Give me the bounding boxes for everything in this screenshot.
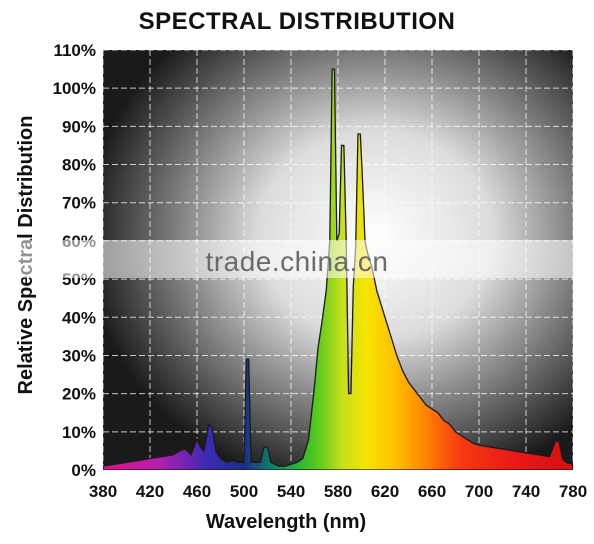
y-tick-label: 110% [53,41,96,60]
x-tick-label: 460 [183,482,211,501]
x-axis-label: Wavelength (nm) [206,511,366,533]
y-tick-label: 30% [62,346,96,365]
x-tick-label: 500 [230,482,258,501]
y-tick-label: 20% [62,385,96,404]
x-tick-label: 380 [89,482,117,501]
watermark-text: trade.china.cn [205,246,389,277]
y-tick-label: 40% [62,308,96,327]
watermark-band: trade.china.cn [0,240,594,278]
x-tick-label: 740 [512,482,540,501]
y-tick-label: 90% [62,117,96,136]
x-tick-label: 420 [136,482,164,501]
y-tick-label: 70% [62,194,96,213]
chart-title: SPECTRAL DISTRIBUTION [138,8,456,35]
x-tick-label: 580 [324,482,352,501]
y-tick-label: 0% [71,461,96,480]
y-tick-label: 100% [53,79,96,98]
x-tick-label: 620 [371,482,399,501]
y-tick-label: 10% [62,423,96,442]
x-tick-labels: 380 420 460 500 540 580 620 660 700 740 780 [89,482,587,501]
x-tick-label: 780 [559,482,587,501]
x-tick-label: 700 [465,482,493,501]
y-tick-label: 80% [62,156,96,175]
x-tick-label: 540 [277,482,305,501]
x-tick-label: 660 [418,482,446,501]
